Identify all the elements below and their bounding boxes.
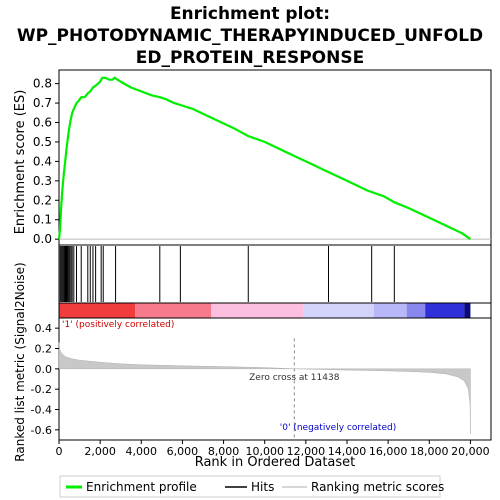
x-tick-label: 16,000 [369,445,408,458]
es-ytick-label: 0.8 [33,77,52,91]
color-bar-segment [135,303,212,318]
color-bar-segment [425,303,465,318]
legend-es-label: Enrichment profile [86,480,197,494]
zero-cross-label: Zero cross at 11438 [249,373,340,383]
metric-axis-label: Ranked list metric (Signal2Noise) [13,262,27,461]
color-bar-segment [59,303,136,318]
es-panel-frame [58,69,492,246]
rank-color-bar [59,303,471,318]
x-tick-label: 2,000 [84,445,116,458]
legend-hits-label: Hits [251,480,274,494]
hits-panel-frame [58,244,492,304]
metric-panel-frame [58,317,492,441]
metric-ytick-label: 0.4 [35,322,53,335]
es-ytick-label: 0.2 [33,193,52,207]
x-tick-label: 10,000 [245,445,284,458]
x-tick-label: 6,000 [167,445,199,458]
x-axis-label: Rank in Ordered Dataset [195,455,356,470]
es-ytick-label: 0.1 [33,213,52,227]
hits-panel [58,244,492,304]
x-tick-label: 4,000 [126,445,158,458]
x-tick-label: 20,000 [451,445,490,458]
title-line-1: Enrichment plot: [170,4,330,24]
legend-frame [59,475,441,498]
es-ytick-label: 0.5 [33,135,52,149]
color-bar-segment [373,303,407,318]
x-tick-label: 12,000 [287,445,326,458]
legend-metric-label: Ranking metric scores [311,480,444,494]
title-line-3: ED_PROTEIN_RESPONSE [136,48,364,68]
metric-ytick-label: 0.0 [35,363,53,376]
negative-label: '0' (negatively correlated) [280,423,396,433]
metric-ytick-label: -0.4 [31,404,52,417]
es-axis-label: Enrichment score (ES) [13,90,28,235]
metric-panel: -0.6 -0.4 -0.2 0.0 0.2 0.4 '1' (positively co… [13,262,492,462]
metric-ytick-label: -0.2 [31,383,52,396]
es-ytick-label: 0.0 [33,232,52,246]
color-bar-segment [303,303,374,318]
title-line-2: WP_PHOTODYNAMIC_THERAPYINDUCED_UNFOLD [17,26,483,46]
color-bar-segment [464,303,471,318]
x-tick-label: 18,000 [410,445,449,458]
legend: Enrichment profile Hits Ranking metric s… [59,475,444,498]
color-bar-segment [406,303,426,318]
metric-ytick-label: -0.6 [31,424,52,437]
color-bar-segment [211,303,304,318]
positive-label: '1' (positively correlated) [62,320,174,330]
es-ytick-label: 0.4 [33,154,52,168]
metric-area [58,342,471,434]
x-tick-label: 14,000 [328,445,367,458]
x-tick-label: 8,000 [208,445,240,458]
es-panel: 0.0 0.1 0.2 0.3 0.4 0.5 0.6 0.7 0.8 Enrichment s… [13,69,492,246]
es-ytick-label: 0.7 [33,96,52,110]
x-tick-label: 0 [56,445,63,458]
es-ytick-label: 0.3 [33,174,52,188]
metric-ytick-label: 0.2 [35,343,53,356]
es-ytick-label: 0.6 [33,116,52,130]
es-curve [57,76,472,241]
